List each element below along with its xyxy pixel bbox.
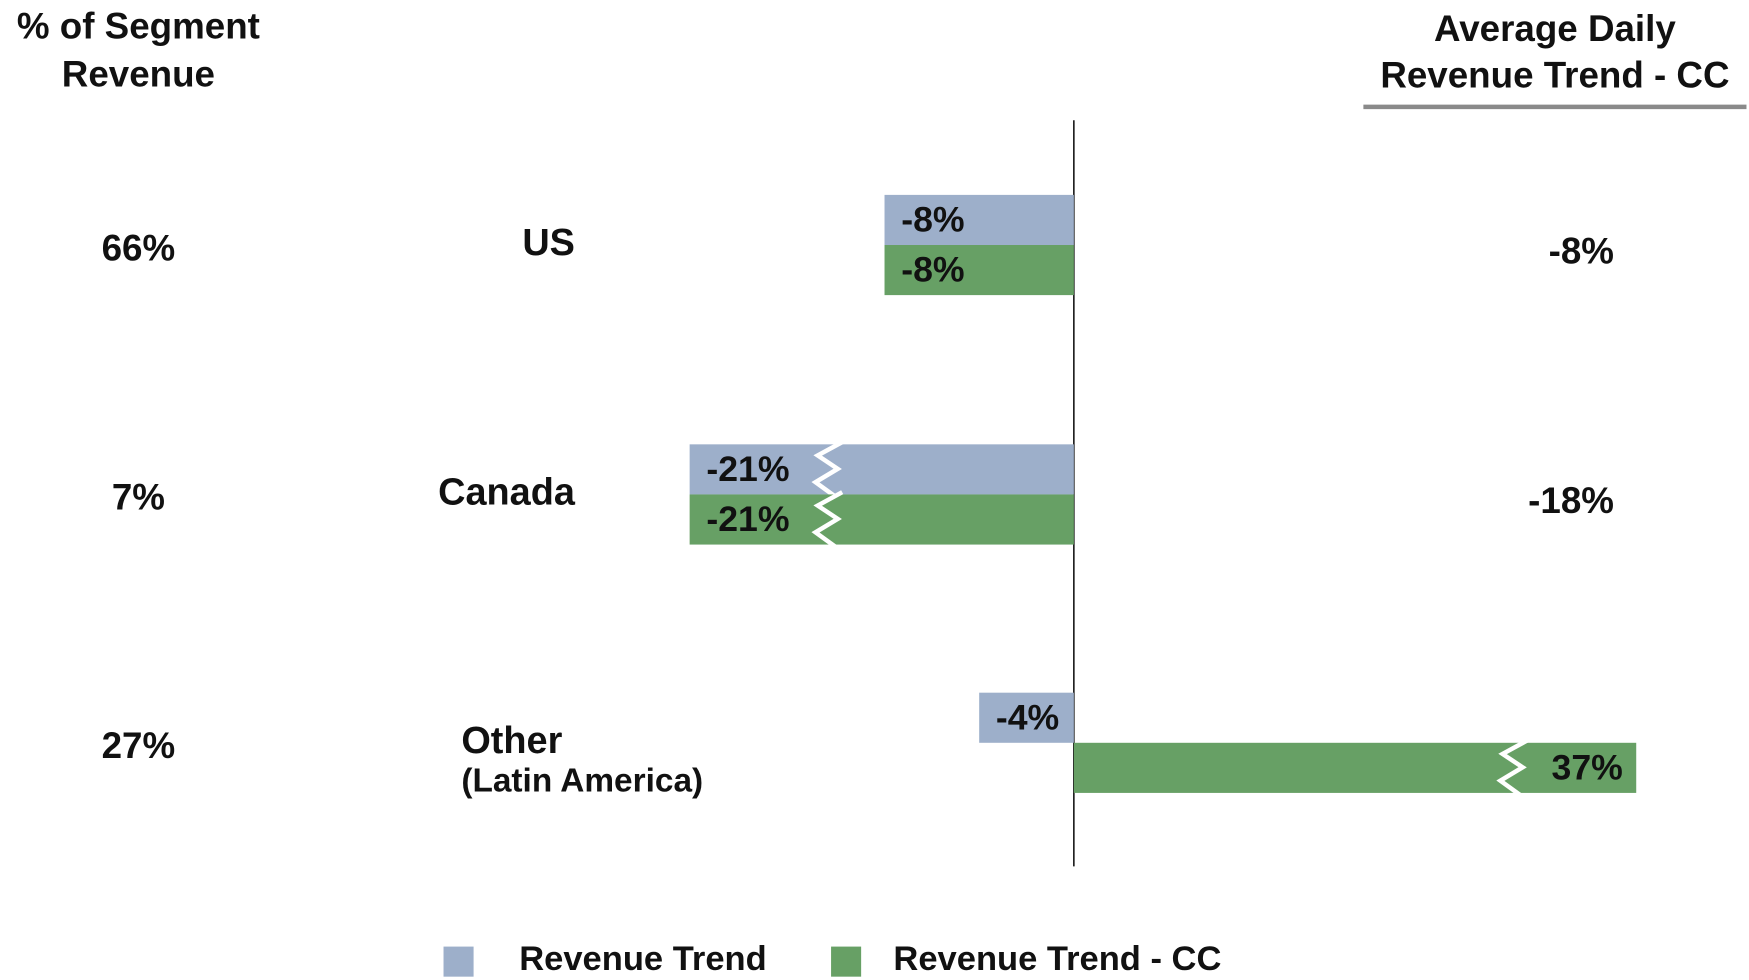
bar-value-label: -21%	[706, 449, 789, 489]
right-column-value: -18%	[1528, 480, 1614, 521]
bar-value-label: -8%	[901, 250, 964, 290]
bar	[979, 692, 1074, 743]
left-column-value: 27%	[102, 725, 176, 766]
legend-swatch	[443, 946, 474, 977]
left-column-title: Revenue	[62, 54, 215, 95]
bar	[884, 194, 1074, 245]
category-label: Other	[461, 720, 562, 762]
left-column-value: 66%	[102, 227, 176, 268]
legend-label: Revenue Trend - CC	[893, 940, 1221, 978]
axis-break	[811, 440, 844, 499]
bar-value-label: -21%	[706, 499, 789, 539]
legend-swatch	[831, 946, 862, 977]
axis-break	[1496, 738, 1529, 797]
category-subtitle: (Latin America)	[461, 763, 703, 800]
right-column-title: Revenue Trend - CC	[1380, 55, 1729, 96]
bar	[884, 245, 1074, 296]
bar	[1073, 742, 1637, 793]
left-column-title: % of Segment	[17, 6, 260, 47]
bar-value-label: -8%	[901, 200, 964, 240]
right-column-value: -8%	[1549, 231, 1614, 272]
category-label: Canada	[438, 471, 576, 513]
left-column-value: 7%	[112, 477, 165, 518]
axis-break	[811, 490, 844, 549]
bar-value-label: 37%	[1552, 747, 1623, 787]
bar	[689, 494, 1074, 545]
right-column-title: Average Daily	[1434, 8, 1676, 49]
bar	[689, 444, 1074, 495]
category-label: US	[522, 222, 575, 264]
legend-label: Revenue Trend	[519, 940, 766, 978]
bar-value-label: -4%	[996, 697, 1059, 737]
